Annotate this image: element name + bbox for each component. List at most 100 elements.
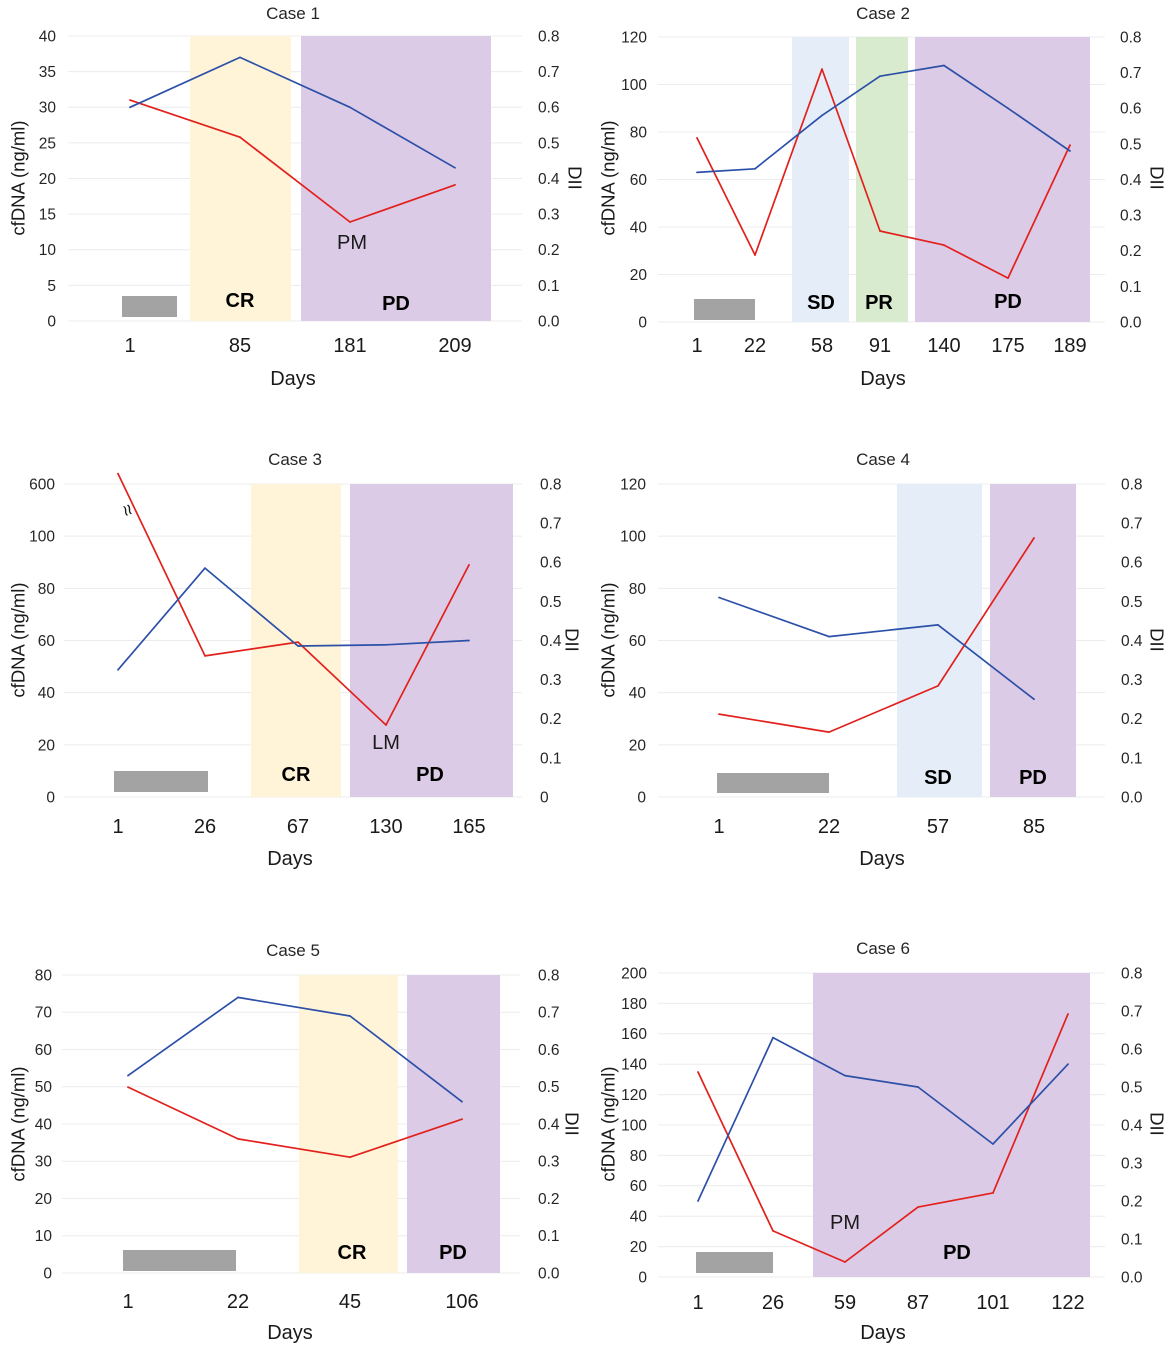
x-tick-label: 67 xyxy=(287,816,309,838)
dii-point xyxy=(129,106,131,109)
x-tick-label: 181 xyxy=(333,335,366,357)
y2-tick-label: 0.2 xyxy=(540,711,562,728)
y-tick-label: 100 xyxy=(621,77,647,94)
dii-line xyxy=(718,596,1035,700)
dii-point xyxy=(461,1100,463,1103)
dii-line xyxy=(127,996,463,1103)
cfdna-point xyxy=(468,564,470,566)
y-tick-label: 120 xyxy=(620,476,646,493)
cfdna-point xyxy=(237,1138,239,1140)
x-tick-label: 26 xyxy=(194,816,216,838)
y-tick-label: 30 xyxy=(39,100,57,117)
x-tick-label: 1 xyxy=(713,816,724,838)
y-tick-label: 120 xyxy=(621,1087,647,1104)
y-tick-label: 100 xyxy=(620,529,646,546)
treatment-bar xyxy=(696,1252,773,1273)
y2-tick-label: 0 xyxy=(540,789,549,806)
phase-label: CR xyxy=(226,290,255,312)
y-tick-label: 40 xyxy=(630,219,648,236)
y-tick-label: 70 xyxy=(35,1005,53,1022)
chart-title: Case 1 xyxy=(266,4,320,23)
y-axis-title: cfDNA (ng/ml) xyxy=(597,120,618,235)
phase-label: PD xyxy=(1019,767,1047,789)
cfdna-point xyxy=(117,472,119,475)
dii-point xyxy=(937,624,939,626)
dii-point xyxy=(349,106,351,109)
y2-tick-label: 0.7 xyxy=(1121,516,1143,533)
y2-tick-label: 0.7 xyxy=(538,64,560,81)
dii-point xyxy=(754,167,756,170)
y2-tick-label: 0.1 xyxy=(1121,1231,1143,1248)
dii-point xyxy=(828,635,830,638)
y-tick-label: 0 xyxy=(638,1269,647,1286)
cfdna-point xyxy=(1067,1013,1069,1015)
phase-band-pd xyxy=(301,36,491,321)
y2-tick-label: 0.4 xyxy=(538,1116,560,1133)
x-axis-title: Days xyxy=(270,368,316,390)
y-tick-label: 25 xyxy=(39,135,56,152)
dii-point xyxy=(943,64,945,67)
chart-title: Case 4 xyxy=(856,450,910,469)
x-tick-label: 165 xyxy=(452,816,485,838)
y-tick-label: 0 xyxy=(637,789,646,806)
panel-case-6: 0 20 40 60 80 100 120 140 160 180 200 0.0 0.1 0.2 0.3 0… xyxy=(597,939,1167,1344)
y-tick-label: 5 xyxy=(47,278,56,295)
x-tick-label: 87 xyxy=(907,1292,929,1314)
y2-tick-label: 0.6 xyxy=(538,1042,560,1059)
dii-point xyxy=(117,668,119,671)
panel-case-2: 0 20 40 60 80 100 120 0.0 0.1 0.2 0.3 0.4 0.5 0.6 0.7 0… xyxy=(597,4,1167,390)
dii-point xyxy=(239,56,241,59)
y2-tick-label: 0.8 xyxy=(1120,29,1142,46)
cfdna-point xyxy=(772,1230,774,1232)
panel-case-5: 0 10 20 30 40 50 60 70 80 0.0 0.1 0.2 0.3 0.4 0.5 0.6 0.… xyxy=(7,941,582,1344)
chart-title: Case 5 xyxy=(266,941,320,960)
annotation-label: PM xyxy=(337,232,367,254)
cfdna-point xyxy=(696,137,698,139)
cfdna-point xyxy=(697,1071,699,1073)
y-tick-label: 80 xyxy=(630,124,648,141)
phase-label: PD xyxy=(994,291,1022,313)
x-tick-label: 58 xyxy=(811,335,833,357)
y-tick-label: 40 xyxy=(630,1209,648,1226)
cfdna-point xyxy=(454,184,456,186)
y-tick-label: 80 xyxy=(630,1148,648,1165)
y-tick-label: 50 xyxy=(35,1079,53,1096)
y-tick-label: 20 xyxy=(38,737,56,754)
phase-label: SD xyxy=(924,767,952,789)
dii-point xyxy=(237,996,239,999)
cfdna-point xyxy=(349,1156,351,1159)
y2-tick-label: 0.0 xyxy=(1120,314,1142,331)
y-tick-label: 120 xyxy=(621,29,647,46)
cfdna-line xyxy=(129,99,456,223)
x-tick-label: 209 xyxy=(438,335,471,357)
cfdna-line xyxy=(697,1013,1069,1263)
dii-point xyxy=(1007,107,1009,110)
phase-label: PD xyxy=(382,293,410,315)
y2-axis-title: DII xyxy=(1147,1112,1168,1136)
dii-point xyxy=(821,114,823,117)
phase-label: CR xyxy=(282,764,311,786)
y-tick-label: 80 xyxy=(38,581,56,598)
y-tick-label: 60 xyxy=(38,633,56,650)
phase-band-cr xyxy=(190,36,291,321)
y-tick-label: 0 xyxy=(47,313,56,330)
dii-point xyxy=(127,1074,129,1077)
y2-tick-label: 0.4 xyxy=(1121,1117,1143,1134)
panel-case-3: 0 20 40 60 80 100 600 0 0.1 0.2 0.3 0.4 0.5 0.6 0.7 0.8… xyxy=(7,450,582,870)
phase-band-sd xyxy=(897,484,982,797)
treatment-bar xyxy=(122,296,177,317)
y2-axis-title: DII xyxy=(1147,166,1168,190)
y2-tick-label: 0.7 xyxy=(538,1005,560,1022)
dii-line xyxy=(697,1036,1069,1202)
y2-tick-label: 0.2 xyxy=(1121,711,1143,728)
y-tick-label: 60 xyxy=(630,172,648,189)
cfdna-point xyxy=(239,136,241,139)
y-tick-label: 20 xyxy=(629,737,647,754)
chart-title: Case 2 xyxy=(856,4,910,23)
y2-tick-label: 0.5 xyxy=(540,594,562,611)
y-tick-label: 60 xyxy=(629,633,647,650)
dii-point xyxy=(992,1143,994,1145)
annotation-label: PM xyxy=(830,1212,860,1234)
y2-tick-label: 0.1 xyxy=(1121,750,1143,767)
x-tick-label: 85 xyxy=(229,335,251,357)
